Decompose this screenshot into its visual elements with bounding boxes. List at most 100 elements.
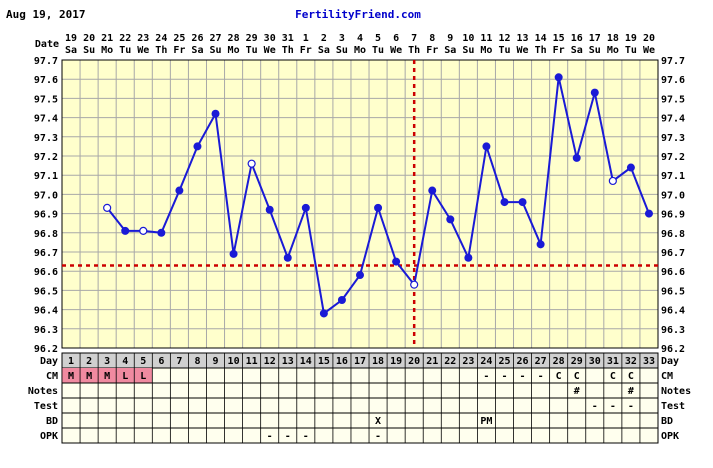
row-label-right-opk: OPK bbox=[661, 431, 679, 442]
weekday-label: Tu bbox=[372, 45, 384, 56]
row-label-right-notes: Notes bbox=[661, 386, 691, 397]
y-tick-label-left: 97.4 bbox=[34, 114, 58, 125]
weekday-label: Th bbox=[155, 45, 167, 56]
weekday-label: We bbox=[264, 45, 276, 56]
weekday-label: Th bbox=[535, 45, 547, 56]
cell-test: - bbox=[628, 401, 634, 412]
weekday-label: Th bbox=[282, 45, 294, 56]
date-label: 10 bbox=[462, 33, 474, 44]
cell-cm: - bbox=[538, 371, 544, 382]
header-site: FertilityFriend.com bbox=[295, 8, 421, 21]
cell-day: 4 bbox=[122, 356, 128, 367]
date-label: 27 bbox=[209, 33, 221, 44]
y-tick-label-right: 96.7 bbox=[661, 248, 685, 259]
weekday-label: We bbox=[390, 45, 402, 56]
cell-cm: M bbox=[86, 371, 92, 382]
cell-day: 19 bbox=[390, 356, 402, 367]
header-date: Aug 19, 2017 bbox=[6, 8, 85, 21]
temperature-point bbox=[500, 198, 509, 207]
cell-day: 28 bbox=[553, 356, 565, 367]
cell-cm: M bbox=[68, 371, 74, 382]
cell-bd: X bbox=[375, 416, 381, 427]
temperature-point-open bbox=[410, 280, 419, 289]
y-tick-label-right: 97.2 bbox=[661, 152, 685, 163]
date-label: 1 bbox=[303, 33, 309, 44]
date-label: 21 bbox=[101, 33, 113, 44]
row-label-left-day: Day bbox=[40, 356, 58, 367]
row-label-right-day: Day bbox=[661, 356, 679, 367]
date-label: 12 bbox=[498, 33, 510, 44]
date-label: 9 bbox=[447, 33, 453, 44]
cell-day: 9 bbox=[212, 356, 218, 367]
y-tick-label-left: 97.5 bbox=[34, 94, 58, 105]
date-label: 3 bbox=[339, 33, 345, 44]
cell-cm: L bbox=[122, 371, 128, 382]
temperature-point bbox=[319, 309, 328, 318]
temperature-point bbox=[590, 88, 599, 97]
cell-test: - bbox=[592, 401, 598, 412]
cell-opk: - bbox=[303, 431, 309, 442]
y-tick-label-right: 97.3 bbox=[661, 133, 685, 144]
cell-day: 22 bbox=[444, 356, 456, 367]
plot-area: Date19Sa20Su21Mo22Tu23We24Th25Fr26Sa27Su… bbox=[34, 33, 685, 355]
row-label-left-test: Test bbox=[34, 401, 58, 412]
row-label-left-cm: CM bbox=[46, 371, 58, 382]
y-tick-label-right: 96.2 bbox=[661, 344, 685, 355]
cell-day: 17 bbox=[354, 356, 366, 367]
cell-day: 21 bbox=[426, 356, 438, 367]
cell-day: 3 bbox=[104, 356, 110, 367]
weekday-label: Fr bbox=[426, 45, 438, 56]
temperature-point-open bbox=[608, 176, 617, 186]
cell-cm: - bbox=[520, 371, 526, 382]
weekday-label: Mo bbox=[228, 45, 240, 56]
date-label: 13 bbox=[517, 33, 529, 44]
weekday-label: We bbox=[137, 45, 149, 56]
y-tick-label-left: 96.6 bbox=[34, 267, 58, 278]
weekday-label: Mo bbox=[354, 45, 366, 56]
cell-day: 27 bbox=[535, 356, 547, 367]
cell-day: 23 bbox=[462, 356, 474, 367]
cell-cm: C bbox=[628, 371, 634, 382]
cell-day: 32 bbox=[625, 356, 637, 367]
weekday-label: We bbox=[643, 45, 655, 56]
temperature-point bbox=[536, 240, 545, 249]
weekday-label: Su bbox=[462, 45, 474, 56]
temperature-point bbox=[356, 271, 364, 280]
y-tick-label-left: 96.8 bbox=[34, 229, 58, 240]
temperature-point bbox=[464, 253, 473, 262]
cell-notes: # bbox=[574, 386, 580, 397]
weekday-label: Sa bbox=[191, 45, 203, 56]
weekday-label: Sa bbox=[65, 45, 77, 56]
date-label: 6 bbox=[393, 33, 399, 44]
cell-cm: - bbox=[483, 371, 489, 382]
temperature-point bbox=[374, 203, 383, 212]
temperature-point bbox=[428, 186, 437, 195]
weekday-label: Sa bbox=[318, 45, 330, 56]
y-tick-label-right: 97.1 bbox=[661, 171, 685, 182]
cell-day: 30 bbox=[589, 356, 601, 367]
temperature-point bbox=[301, 203, 310, 212]
temperature-point bbox=[626, 163, 635, 172]
date-label: 14 bbox=[535, 33, 547, 44]
date-label: 29 bbox=[246, 33, 258, 44]
y-tick-label-left: 96.7 bbox=[34, 248, 58, 259]
temperature-point bbox=[572, 153, 581, 162]
date-label: 19 bbox=[65, 33, 77, 44]
date-label: 20 bbox=[643, 33, 655, 44]
weekday-label: Sa bbox=[444, 45, 456, 56]
date-label: 7 bbox=[411, 33, 417, 44]
date-label: 20 bbox=[83, 33, 95, 44]
cell-cm: C bbox=[610, 371, 616, 382]
cell-cm: L bbox=[140, 371, 146, 382]
y-tick-label-right: 97.7 bbox=[661, 56, 685, 67]
plot-background bbox=[62, 60, 658, 348]
row-notes bbox=[61, 382, 659, 399]
menses-cell bbox=[134, 368, 153, 383]
cell-day: 31 bbox=[607, 356, 619, 367]
date-label: 18 bbox=[607, 33, 619, 44]
row-opk bbox=[61, 427, 659, 444]
cell-day: 8 bbox=[194, 356, 200, 367]
cell-day: 18 bbox=[372, 356, 384, 367]
cell-test: - bbox=[610, 401, 616, 412]
